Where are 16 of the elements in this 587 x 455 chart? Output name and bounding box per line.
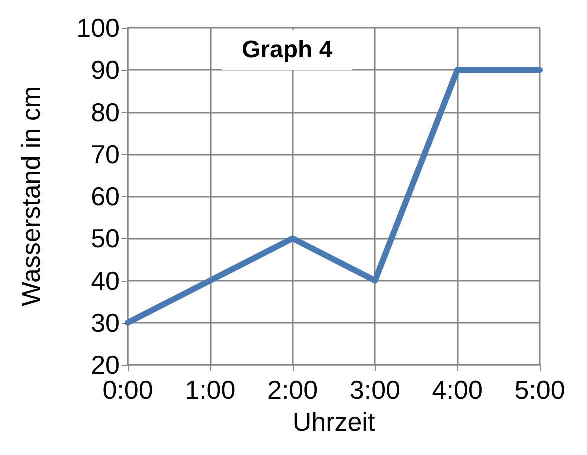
x-tick-label: 1:00	[185, 375, 236, 405]
y-tick-label: 70	[91, 139, 120, 170]
x-tick-label: 2:00	[267, 375, 318, 405]
y-tick-label: 60	[91, 182, 120, 212]
x-tick-label: 3:00	[350, 375, 401, 405]
x-tick-label: 4:00	[432, 375, 483, 405]
y-tick-label: 90	[91, 55, 120, 86]
y-tick-label: 40	[91, 266, 120, 296]
y-axis-title: Wasserstand in cm	[16, 86, 46, 307]
y-tick-label: 30	[91, 308, 120, 338]
x-tick-label: 5:00	[514, 375, 566, 405]
x-axis-title: Uhrzeit	[292, 407, 376, 437]
chart-title: Graph 4	[242, 36, 334, 64]
y-tick-label: 80	[91, 97, 120, 128]
y-tick-label: 100	[76, 13, 120, 43]
y-tick-label: 50	[91, 224, 120, 254]
